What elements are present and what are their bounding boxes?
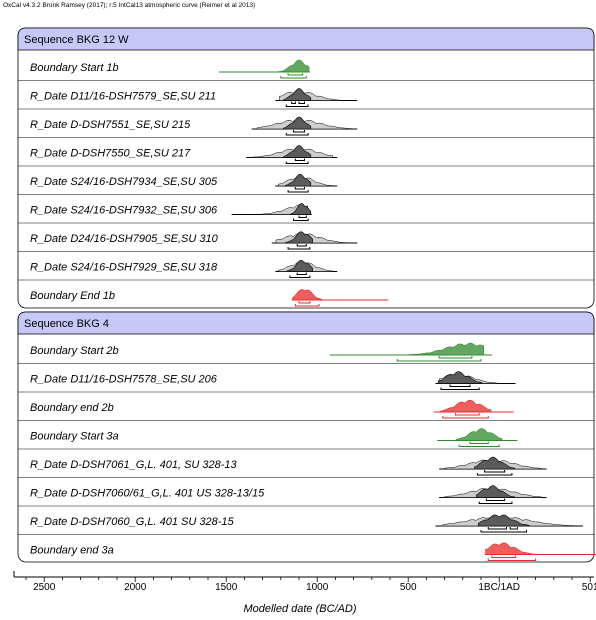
group-1-row-6-posterior — [290, 203, 312, 215]
oxcal-credit: OxCal v4.3.2 Bronk Ramsey (2017); r:5 In… — [3, 2, 256, 9]
group-1-row-5-hpd95-1 — [287, 190, 309, 193]
group-2-title: Sequence BKG 4 — [24, 318, 109, 330]
group-2-row-2-posterior — [437, 371, 483, 384]
group-1-row-7-hpd68-1 — [296, 244, 307, 247]
group-1-row-8-posterior — [286, 259, 313, 272]
group-2-row-1-hpd95-1 — [396, 359, 482, 362]
group-2-row-4-label: Boundary Start 3a — [30, 431, 119, 443]
group-1-row-9-hpd68-1 — [298, 301, 311, 304]
group-1-row-3-label: R_Date D-DSH7551_SE,SU 215 — [30, 119, 191, 131]
x-tick-label: 2500 — [33, 582, 56, 593]
group-2-row-6-hpd68-1 — [485, 498, 506, 501]
group-1-row-6-label: R_Date S24/16-DSH7932_SE,SU 306 — [30, 205, 218, 217]
group-1-row-3-hpd68-1 — [293, 130, 305, 133]
group-2-row-1-posterior — [394, 342, 485, 356]
group-1-row-9-posterior — [292, 289, 323, 301]
group-1-row-3-hpd95-1 — [285, 133, 309, 136]
group-1-row-4-hpd95-1 — [285, 161, 309, 164]
group-1-row-4-posterior — [283, 145, 312, 158]
group-1-row-2-hpd68-1 — [291, 101, 296, 104]
group-2-row-6-posterior — [476, 485, 516, 498]
group-2-row-1-label: Boundary Start 2b — [30, 345, 119, 357]
group-1-row-1-posterior — [277, 59, 310, 73]
group-1-row-9-label: Boundary End 1b — [30, 290, 115, 302]
x-tick-label: 1BC/1AD — [478, 582, 520, 593]
group-1-row-7-hpd95-1 — [287, 247, 311, 250]
group-2-row-7-hpd68-1 — [487, 527, 507, 530]
group-2-row-7-hpd68-2 — [509, 527, 518, 530]
group-2-row-8-posterior — [485, 542, 539, 555]
group-2-row-4-hpd95-1 — [458, 444, 500, 447]
x-tick-label: 501 — [582, 582, 596, 593]
group-1-row-2-hpd95-1 — [285, 104, 309, 107]
group-2-row-1-hpd68-1 — [438, 356, 473, 359]
group-2-row-7-hpd95-1 — [480, 530, 527, 533]
group-1-row-7-posterior — [285, 231, 313, 244]
group-1-row-9-hpd95-1 — [294, 304, 320, 307]
group-2-row-7-label: R_Date D-DSH7060_G,L. 401 SU 328-15 — [30, 516, 234, 528]
group-2-row-7-posterior — [477, 514, 530, 527]
group-2-row-8-hpd95-1 — [487, 558, 537, 561]
group-2-row-2-label: R_Date D11/16-DSH7578_SE,SU 206 — [30, 374, 218, 386]
group-1-row-1-label: Boundary Start 1b — [30, 62, 119, 74]
group-2-row-5-hpd68-1 — [484, 470, 506, 473]
x-tick-label: 2000 — [124, 582, 147, 593]
group-1-row-1-hpd68-1 — [287, 73, 304, 76]
group-1-row-2-posterior — [283, 88, 312, 101]
group-1-row-5-hpd68-1 — [294, 187, 305, 190]
group-1-row-5-posterior — [285, 173, 312, 187]
group-2-row-6-hpd95-1 — [478, 501, 513, 504]
group-2-row-2-hpd95-1 — [440, 387, 480, 390]
group-2-row-3-posterior — [439, 399, 492, 413]
group-1-row-6-prior — [235, 204, 308, 215]
group-2-row-4-hpd68-1 — [469, 441, 489, 444]
group-1-row-6-hpd68-1 — [298, 215, 307, 218]
group-1-row-2-label: R_Date D11/16-DSH7579_SE,SU 211 — [30, 91, 216, 103]
group-1-row-2-hpd68-2 — [298, 101, 305, 104]
group-2-row-5-hpd95-1 — [476, 473, 513, 476]
group-1-row-8-hpd95-1 — [289, 275, 311, 278]
group-1-row-8-hpd68-1 — [296, 272, 307, 275]
group-1-row-5-label: R_Date S24/16-DSH7934_SE,SU 305 — [30, 176, 218, 188]
group-1-row-4-hpd68-1 — [294, 158, 305, 161]
x-tick-label: 1000 — [306, 582, 329, 593]
group-2-row-5-posterior — [474, 456, 516, 470]
group-2-row-8-label: Boundary end 3a — [30, 545, 114, 557]
group-1-row-7-label: R_Date D24/16-DSH7905_SE,SU 310 — [30, 233, 219, 245]
group-2-row-3-hpd68-1 — [455, 413, 480, 416]
x-tick-label: 1500 — [215, 582, 238, 593]
group-1-row-4-label: R_Date D-DSH7550_SE,SU 217 — [30, 148, 191, 160]
group-1-row-3-posterior — [283, 116, 312, 130]
group-1-row-1-hpd95-1 — [280, 76, 307, 79]
group-2-row-4-posterior — [456, 428, 503, 441]
group-2-row-8-hpd68-1 — [491, 555, 517, 558]
group-2-header — [17, 311, 595, 335]
group-2-row-2-hpd68-1 — [449, 384, 471, 387]
group-1-header — [17, 27, 595, 51]
group-2-row-6-label: R_Date D-DSH7060/61_G,L. 401 US 328-13/1… — [30, 488, 265, 500]
group-1-row-8-label: R_Date S24/16-DSH7929_SE,SU 318 — [30, 262, 218, 274]
group-1-title: Sequence BKG 12 W — [24, 34, 129, 46]
group-2-row-5-label: R_Date D-DSH7061_G,L. 401, SU 328-13 — [30, 459, 238, 471]
x-axis-title: Modelled date (BC/AD) — [243, 603, 356, 615]
group-2-row-3-label: Boundary end 2b — [30, 402, 114, 414]
group-1-row-6-hpd95-1 — [293, 218, 309, 221]
x-tick-label: 500 — [400, 582, 417, 593]
group-2-row-3-hpd95-1 — [442, 416, 489, 419]
